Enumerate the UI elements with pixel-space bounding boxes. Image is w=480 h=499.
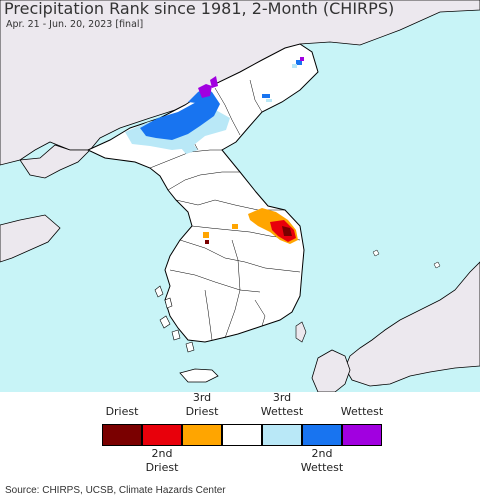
dokdo-island xyxy=(433,261,441,269)
map-subtitle: Apr. 21 - Jun. 20, 2023 [final] xyxy=(6,19,144,30)
shandong-peninsula xyxy=(0,214,61,263)
tsushima-island xyxy=(295,321,307,343)
precipitation-map xyxy=(0,0,480,392)
japan-kyushu xyxy=(311,349,351,392)
legend-label-driest: Driest xyxy=(77,405,167,419)
legend-label-2nd-wettest: 2nd Wettest xyxy=(277,447,367,475)
legend-swatch-2nd-driest xyxy=(142,424,182,446)
legend-swatch-normal xyxy=(222,424,262,446)
legend-label-driest-line1: Driest xyxy=(105,405,139,418)
japan-honshu xyxy=(344,261,480,387)
legend-label-3rd-wettest: 3rd Wettest xyxy=(237,391,327,419)
map-title: Precipitation Rank since 1981, 2-Month (… xyxy=(4,0,395,18)
legend-label-3rd-wettest-line2: Wettest xyxy=(260,405,304,418)
ulleungdo-island xyxy=(372,249,380,257)
legend-label-3rd-driest: 3rd Driest xyxy=(157,391,247,419)
legend-label-wettest: Wettest xyxy=(317,405,407,419)
legend-swatch-driest xyxy=(102,424,142,446)
legend-label-2nd-driest: 2nd Driest xyxy=(117,447,207,475)
wet-anomaly-northeast xyxy=(262,57,304,102)
legend-label-2nd-driest-line2: Driest xyxy=(145,461,179,474)
legend-swatch-wettest xyxy=(342,424,382,446)
korean-peninsula xyxy=(86,43,319,343)
source-credit: Source: CHIRPS, UCSB, Climate Hazards Ce… xyxy=(5,485,226,496)
legend-swatch-3rd-wettest xyxy=(262,424,302,446)
legend-label-2nd-wettest-line1: 2nd xyxy=(311,447,333,460)
legend-label-2nd-wettest-line2: Wettest xyxy=(300,461,344,474)
dry-anomaly-east xyxy=(203,208,298,244)
legend-label-3rd-wettest-line1: 3rd xyxy=(272,391,292,404)
wet-anomaly-northwest xyxy=(125,76,230,154)
legend-label-3rd-driest-line1: 3rd xyxy=(192,391,212,404)
legend-label-2nd-driest-line1: 2nd xyxy=(151,447,173,460)
legend-label-3rd-driest-line2: Driest xyxy=(185,405,219,418)
legend-swatch-2nd-wettest xyxy=(302,424,342,446)
jeju-island xyxy=(179,368,219,383)
legend-label-wettest-line1: Wettest xyxy=(340,405,384,418)
southwest-islands xyxy=(154,285,195,353)
legend-swatch-3rd-driest xyxy=(182,424,222,446)
liaodong-peninsula xyxy=(19,144,91,179)
